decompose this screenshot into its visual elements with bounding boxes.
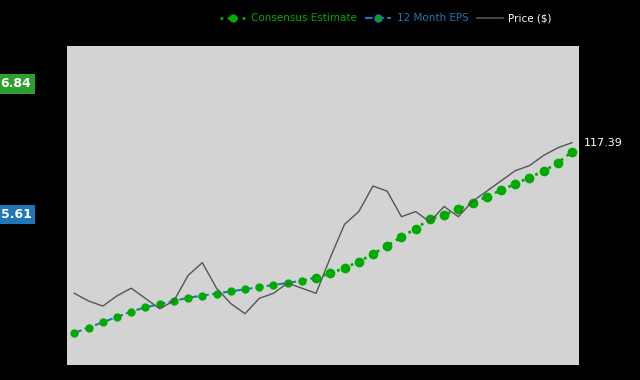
Text: 5.61: 5.61: [1, 208, 31, 221]
Text: 117.39: 117.39: [584, 138, 623, 148]
Text: 6.84: 6.84: [1, 78, 31, 90]
Legend: Consensus Estimate, 12 Month EPS, Price ($): Consensus Estimate, 12 Month EPS, Price …: [216, 10, 556, 28]
